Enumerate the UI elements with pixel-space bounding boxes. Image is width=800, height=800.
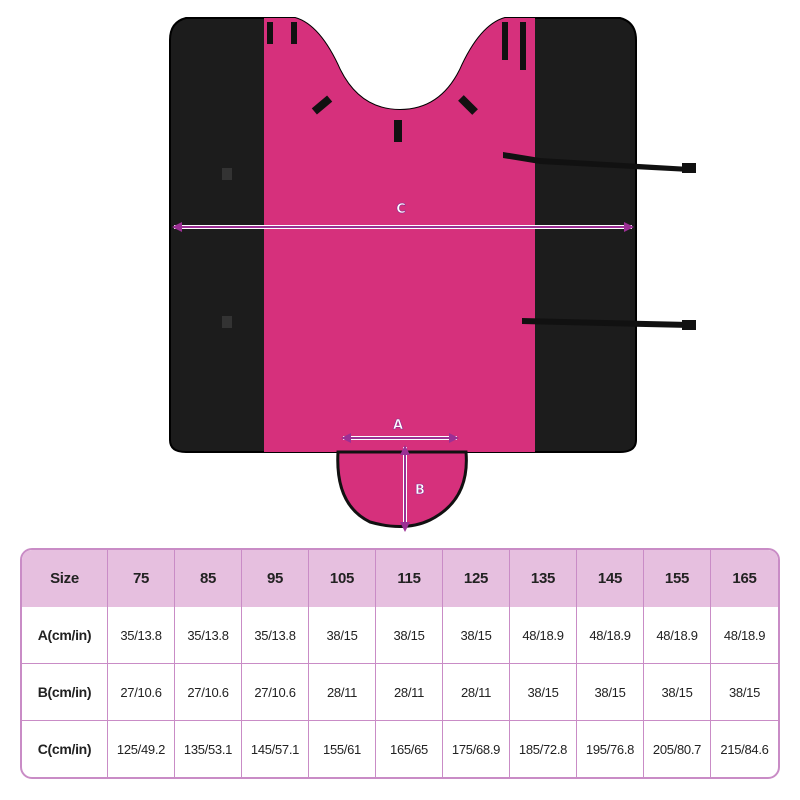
- size-value-cell: 38/15: [644, 664, 711, 721]
- size-value-cell: 38/15: [711, 664, 778, 721]
- size-value-cell: 35/13.8: [175, 607, 242, 664]
- measure-label-a: A: [393, 418, 403, 433]
- size-header-cell: 165: [711, 550, 778, 607]
- size-header-cell: 145: [577, 550, 644, 607]
- size-header-cell: 135: [510, 550, 577, 607]
- seat-cover-product-image: C A B: [169, 17, 696, 532]
- size-value-cell: 38/15: [577, 664, 644, 721]
- measure-label-b: B: [415, 483, 425, 498]
- row-label: A(cm/in): [22, 607, 108, 664]
- size-header-cell: 95: [242, 550, 309, 607]
- size-value-cell: 48/18.9: [577, 607, 644, 664]
- size-value-cell: 27/10.6: [175, 664, 242, 721]
- seat-cover-flap: [336, 450, 468, 528]
- size-value-cell: 48/18.9: [644, 607, 711, 664]
- size-header-cell: 75: [108, 550, 175, 607]
- size-value-cell: 48/18.9: [510, 607, 577, 664]
- size-value-cell: 27/10.6: [108, 664, 175, 721]
- size-chart-table: Size 75 85 95 105 115 125 135 145 155 165 A(cm/in)…: [20, 548, 780, 779]
- size-value-cell: 28/11: [309, 664, 376, 721]
- size-value-cell: 38/15: [443, 607, 510, 664]
- size-value-cell: 205/80.7: [644, 721, 711, 777]
- row-label: B(cm/in): [22, 664, 108, 721]
- size-header-cell: 85: [175, 550, 242, 607]
- size-value-cell: 125/49.2: [108, 721, 175, 777]
- size-header-label: Size: [22, 550, 108, 607]
- size-value-cell: 28/11: [376, 664, 443, 721]
- size-value-cell: 38/15: [510, 664, 577, 721]
- size-value-cell: 185/72.8: [510, 721, 577, 777]
- size-header-cell: 125: [443, 550, 510, 607]
- size-value-cell: 215/84.6: [720, 741, 769, 757]
- size-value-cell: 175/68.9: [443, 721, 510, 777]
- size-header-row: Size 75 85 95 105 115 125 135 145 155 165: [22, 550, 778, 607]
- size-header-cell: 105: [309, 550, 376, 607]
- size-header-cell: 115: [376, 550, 443, 607]
- size-value-cell: 48/18.9: [711, 607, 778, 664]
- size-value-cell: 195/76.8: [577, 721, 644, 777]
- size-value-cell: 145/57.1: [242, 721, 309, 777]
- size-value-cell: 35/13.8: [242, 607, 309, 664]
- size-value-cell: 38/15: [309, 607, 376, 664]
- seat-cover-pink-center: [264, 18, 535, 452]
- size-header-cell: 155: [644, 550, 711, 607]
- row-label: C(cm/in): [22, 721, 108, 777]
- size-table-row: C(cm/in) 125/49.2 135/53.1 145/57.1 155/61 16…: [22, 721, 778, 777]
- size-value-cell: 38/15: [376, 607, 443, 664]
- strap-icon: [222, 22, 696, 330]
- size-value-cell: 165/65: [376, 721, 443, 777]
- measure-label-c: C: [396, 202, 406, 217]
- size-value-cell: 35/13.8: [108, 607, 175, 664]
- size-table-row: B(cm/in) 27/10.6 27/10.6 27/10.6 28/11 28/11 2…: [22, 664, 778, 721]
- size-value-cell: 28/11: [443, 664, 510, 721]
- size-value-cell: 27/10.6: [242, 664, 309, 721]
- size-table-row: A(cm/in) 35/13.8 35/13.8 35/13.8 38/15 38/15 3…: [22, 607, 778, 664]
- size-value-cell: 135/53.1: [175, 721, 242, 777]
- size-value-cell: 155/61: [309, 721, 376, 777]
